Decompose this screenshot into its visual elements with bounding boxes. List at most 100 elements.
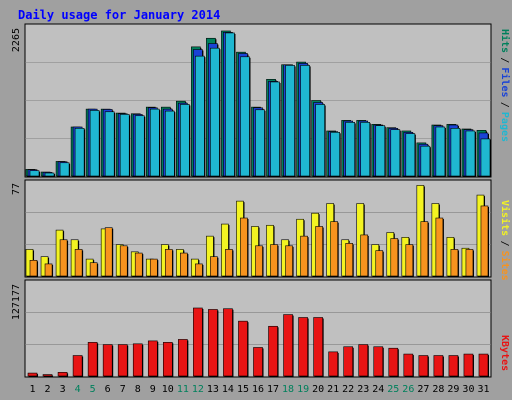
bar-pages-day-19: [300, 65, 310, 177]
y-max-label-middle: 77: [11, 183, 22, 195]
bar-kbytes-day-29: [448, 355, 459, 377]
legend-pages: Pages: [499, 112, 510, 142]
bar-kbytes-day-13: [208, 309, 218, 377]
x-tick-label: 5: [90, 384, 96, 395]
legend-visits: Visits: [499, 200, 511, 236]
x-tick-label: 31: [477, 384, 489, 395]
bar-pages-day-31: [480, 138, 491, 177]
x-tick-label: 28: [432, 384, 444, 395]
bar-pages-day-4: [74, 128, 85, 177]
bar-pages-day-7: [119, 114, 130, 177]
bar-kbytes-day-15: [238, 320, 248, 377]
bar-pages-day-16: [255, 109, 265, 177]
bar-sites-day-7: [119, 245, 128, 277]
bar-pages-day-6: [104, 111, 115, 177]
bar-sites-day-24: [375, 250, 384, 277]
bar-kbytes-day-6: [102, 344, 113, 377]
bar-sites-day-25: [390, 238, 399, 277]
bar-kbytes-day-16: [253, 347, 263, 377]
x-tick-label: 8: [135, 384, 141, 395]
legend-top: Hits / Files / Pages: [499, 29, 511, 142]
bar-pages-day-20: [315, 104, 325, 177]
bar-pages-day-14: [225, 32, 235, 177]
bar-kbytes-day-3: [57, 372, 68, 377]
bar-sites-day-22: [345, 243, 354, 277]
legend-separator: /: [499, 57, 510, 63]
x-tick-label: 13: [207, 384, 219, 395]
bar-pages-day-30: [465, 130, 476, 177]
legend-kbytes: KBytes: [499, 335, 510, 371]
bar-kbytes-day-17: [268, 325, 278, 377]
bar-pages-day-10: [164, 110, 175, 177]
bar-sites-day-16: [255, 245, 263, 277]
y-max-label-top: 2265: [11, 28, 22, 52]
bar-pages-day-27: [420, 145, 431, 177]
legend-files: Files: [499, 67, 511, 97]
bar-sites-day-8: [134, 252, 143, 277]
x-tick-label: 10: [162, 384, 174, 395]
bar-pages-day-18: [285, 65, 295, 177]
bar-pages-day-5: [89, 110, 100, 177]
bars-bottom: [25, 307, 491, 377]
chart-title: Daily usage for January 2014: [18, 8, 220, 22]
bar-sites-day-27: [420, 221, 429, 277]
bar-kbytes-day-10: [162, 342, 173, 377]
bar-pages-day-26: [405, 133, 416, 177]
bar-sites-day-21: [330, 221, 338, 277]
bar-kbytes-day-7: [117, 344, 128, 377]
bar-sites-day-19: [300, 235, 308, 277]
x-tick-label: 24: [372, 384, 384, 395]
bar-kbytes-day-18: [283, 314, 293, 377]
bar-sites-day-28: [435, 217, 444, 277]
legend-hits: Hits: [499, 29, 511, 53]
legend-bottom: KBytes: [499, 335, 510, 371]
x-tick-label: 19: [297, 384, 309, 395]
bar-kbytes-day-12: [193, 307, 203, 377]
x-tick-label: 27: [417, 384, 429, 395]
x-tick-label: 15: [237, 384, 249, 395]
bar-pages-day-24: [375, 125, 386, 177]
panel-kbytes: 127177 KBytes 1 2 3 4 5 6 7 8 9 10 11 12 13 14 15 16 17 1…: [11, 279, 510, 395]
bar-sites-day-23: [360, 234, 369, 277]
bar-kbytes-day-4: [72, 355, 83, 377]
bar-sites-day-29: [450, 249, 459, 277]
bar-sites-day-31: [480, 205, 489, 277]
x-tick-labels: 1 2 3 4 5 6 7 8 9 10 11 12 13 14 15 16 17 18 19 20 21 22 23 24 2…: [30, 384, 490, 395]
bar-sites-day-1: [29, 259, 38, 277]
bar-kbytes-day-20: [313, 317, 323, 377]
y-max-label-bottom: 127177: [11, 284, 22, 320]
bar-kbytes-day-26: [403, 353, 414, 377]
bar-kbytes-day-5: [87, 342, 98, 377]
x-tick-label: 18: [282, 384, 294, 395]
legend-separator: /: [499, 102, 510, 108]
bar-kbytes-day-25: [388, 347, 399, 377]
bar-pages-day-17: [270, 81, 280, 177]
panel-sites-visits: 77 Visits / Sites: [11, 179, 511, 281]
x-tick-label: 12: [192, 384, 204, 395]
bar-kbytes-day-14: [223, 308, 233, 377]
x-tick-label: 26: [402, 384, 414, 395]
x-tick-label: 25: [387, 384, 399, 395]
legend-sites: Sites: [499, 251, 511, 281]
bar-kbytes-day-21: [328, 351, 338, 377]
x-tick-label: 29: [447, 384, 459, 395]
bar-pages-day-29: [450, 128, 461, 177]
bar-sites-day-14: [225, 249, 233, 277]
bar-pages-day-28: [435, 126, 446, 177]
bar-kbytes-day-24: [373, 346, 384, 377]
bar-sites-day-26: [405, 244, 414, 277]
bar-sites-day-3: [59, 239, 68, 277]
x-tick-label: 6: [105, 384, 111, 395]
x-tick-label: 21: [327, 384, 339, 395]
bar-kbytes-day-27: [418, 355, 429, 377]
bar-visits-day-13: [206, 235, 214, 277]
bar-sites-day-9: [149, 258, 158, 277]
x-tick-label: 9: [150, 384, 156, 395]
bar-sites-day-18: [285, 245, 293, 277]
bar-sites-day-10: [164, 249, 173, 277]
legend-middle: Visits / Sites: [499, 200, 511, 281]
bar-sites-day-5: [89, 262, 98, 277]
x-tick-label: 11: [177, 384, 189, 395]
bar-sites-day-30: [465, 249, 474, 277]
